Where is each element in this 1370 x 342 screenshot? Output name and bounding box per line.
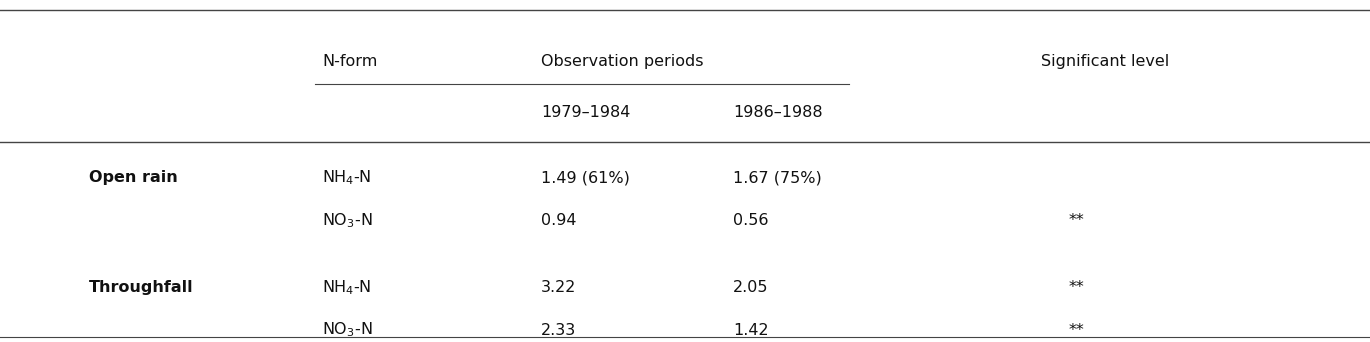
Text: NH$_4$-N: NH$_4$-N [322, 169, 371, 187]
Text: NH$_4$-N: NH$_4$-N [322, 278, 371, 297]
Text: 2.05: 2.05 [733, 280, 769, 295]
Text: NO$_3$-N: NO$_3$-N [322, 321, 373, 339]
Text: 2.33: 2.33 [541, 323, 577, 338]
Text: Open rain: Open rain [89, 170, 178, 185]
Text: 1986–1988: 1986–1988 [733, 105, 822, 120]
Text: N-form: N-form [322, 54, 377, 69]
Text: 1.67 (75%): 1.67 (75%) [733, 170, 822, 185]
Text: Throughfall: Throughfall [89, 280, 193, 295]
Text: NO$_3$-N: NO$_3$-N [322, 211, 373, 230]
Text: 0.56: 0.56 [733, 213, 769, 228]
Text: 1979–1984: 1979–1984 [541, 105, 630, 120]
Text: **: ** [1069, 213, 1084, 228]
Text: Significant level: Significant level [1041, 54, 1170, 69]
Text: 0.94: 0.94 [541, 213, 577, 228]
Text: **: ** [1069, 323, 1084, 338]
Text: 1.49 (61%): 1.49 (61%) [541, 170, 630, 185]
Text: Observation periods: Observation periods [541, 54, 704, 69]
Text: 3.22: 3.22 [541, 280, 577, 295]
Text: 1.42: 1.42 [733, 323, 769, 338]
Text: **: ** [1069, 280, 1084, 295]
